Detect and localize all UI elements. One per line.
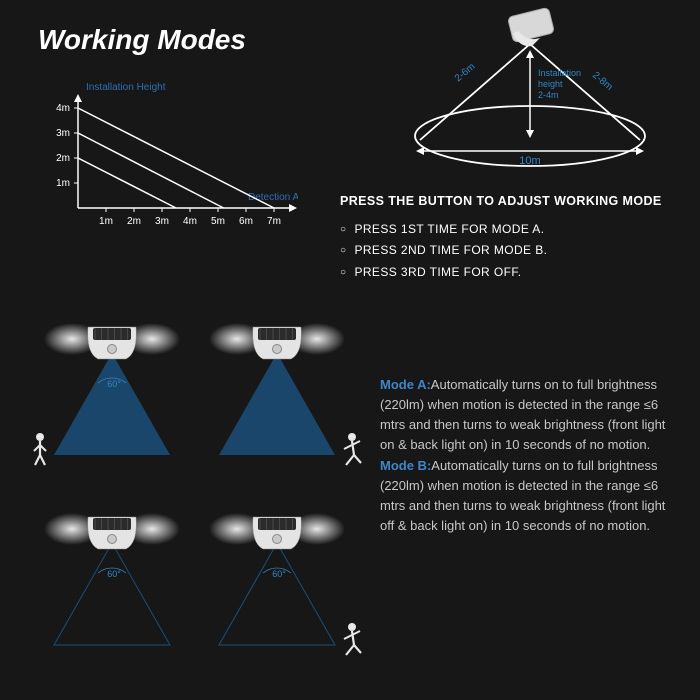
svg-text:5m: 5m <box>211 216 225 227</box>
svg-text:height: height <box>538 79 563 89</box>
svg-text:1m: 1m <box>99 216 113 227</box>
solar-light-icon <box>507 7 554 46</box>
svg-text:6m: 6m <box>239 216 253 227</box>
svg-text:60°: 60° <box>107 569 121 579</box>
instructions-block: PRESS THE BUTTON TO ADJUST WORKING MODE … <box>340 190 680 283</box>
instructions-heading: PRESS THE BUTTON TO ADJUST WORKING MODE <box>340 190 680 213</box>
instruction-item: PRESS 1ST TIME FOR MODE A. <box>340 219 680 241</box>
coverage-cone-diagram: 10m 2-6m 2-8m Installation height 2-4m <box>380 6 680 176</box>
svg-text:4m: 4m <box>56 103 70 114</box>
chart-x-label: Detection Area <box>248 192 298 203</box>
cone-left-label: 2-6m <box>453 61 478 84</box>
svg-text:3m: 3m <box>155 216 169 227</box>
install-height-label: Installation <box>538 68 581 78</box>
mode-a-label: Mode A: <box>380 377 431 392</box>
svg-text:2-4m: 2-4m <box>538 90 559 100</box>
svg-text:2m: 2m <box>56 153 70 164</box>
instruction-item: PRESS 2ND TIME FOR MODE B. <box>340 240 680 262</box>
modes-description: Mode A:Automatically turns on to full br… <box>380 375 680 536</box>
page-title: Working Modes <box>38 24 246 56</box>
mode-illustrations: 60° 60° 60° <box>22 315 367 675</box>
mode-b-label: Mode B: <box>380 458 431 473</box>
chart-y-label: Installation Height <box>86 82 166 93</box>
svg-text:1m: 1m <box>56 178 70 189</box>
svg-text:60°: 60° <box>107 379 121 389</box>
instructions-list: PRESS 1ST TIME FOR MODE A.PRESS 2ND TIME… <box>340 219 680 284</box>
svg-text:3m: 3m <box>56 128 70 139</box>
svg-text:60°: 60° <box>272 569 286 579</box>
cone-right-label: 2-8m <box>590 70 615 93</box>
instruction-item: PRESS 3RD TIME FOR OFF. <box>340 262 680 284</box>
svg-text:7m: 7m <box>267 216 281 227</box>
svg-text:4m: 4m <box>183 216 197 227</box>
detection-chart: Installation Height 1m 2m 3m 4m 1m 2m 3m 4m 5m 6… <box>38 78 298 238</box>
svg-text:2m: 2m <box>127 216 141 227</box>
diameter-label: 10m <box>519 155 540 167</box>
